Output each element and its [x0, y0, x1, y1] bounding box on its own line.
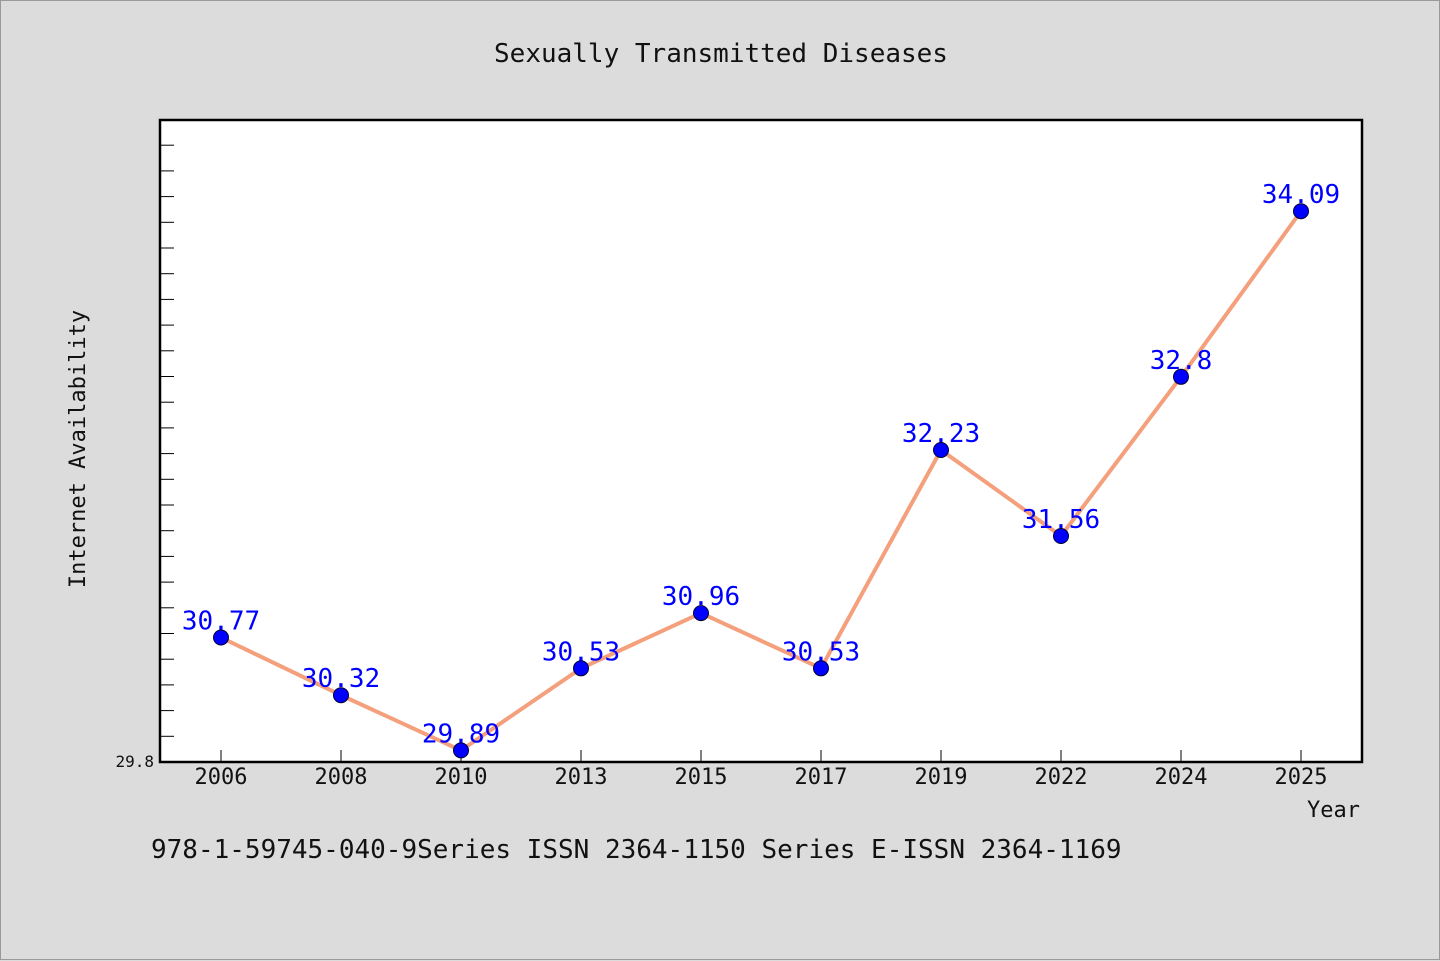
- data-point: [1293, 203, 1309, 220]
- data-label: 32.8: [1150, 346, 1213, 376]
- x-axis-ticks: 2006 2008 2010 2013 2015 2017 2019 2022 2024 2025: [195, 750, 1328, 790]
- plot-area: [158, 118, 1364, 764]
- data-point: [1053, 528, 1069, 544]
- data-point: [1173, 368, 1189, 385]
- x-tick-label: 2008: [315, 765, 368, 790]
- y-axis-min-label: 29.8: [115, 752, 154, 771]
- chart-title: Sexually Transmitted Diseases: [494, 39, 948, 69]
- data-label: 30.32: [302, 664, 380, 694]
- data-labels: 30.77 30.32 29.89 30.53 30.96 30.53 32.23 31.56…: [182, 180, 1340, 749]
- data-label: 30.53: [542, 637, 620, 667]
- data-point: [573, 660, 589, 677]
- x-tick-label: 2024: [1155, 765, 1208, 790]
- data-label: 30.53: [782, 637, 860, 667]
- data-point: [813, 660, 829, 677]
- series-layer: [213, 203, 1309, 759]
- x-tick-label: 2022: [1035, 765, 1088, 790]
- x-axis-label: Year: [1307, 798, 1360, 823]
- y-axis-label: Internet Availability: [66, 310, 91, 588]
- data-point: [933, 442, 949, 458]
- series-line: [220, 210, 1303, 753]
- data-label: 29.89: [422, 719, 500, 749]
- footer-text: 978-1-59745-040-9Series ISSN 2364-1150 S…: [151, 835, 1122, 865]
- data-point: [333, 687, 349, 704]
- data-point: [693, 605, 709, 622]
- data-point: [453, 742, 469, 759]
- x-tick-label: 2006: [195, 765, 248, 790]
- x-tick-label: 2025: [1275, 765, 1328, 790]
- x-tick-label: 2015: [675, 765, 728, 790]
- x-tick-label: 2010: [435, 765, 488, 790]
- data-label: 30.77: [182, 607, 260, 637]
- y-axis-ticks: [160, 144, 174, 737]
- data-label: 34.09: [1262, 180, 1340, 210]
- data-point: [213, 629, 229, 646]
- x-tick-label: 2017: [795, 765, 848, 790]
- x-tick-label: 2019: [915, 765, 968, 790]
- data-label: 31.56: [1022, 505, 1100, 535]
- data-label: 30.96: [662, 582, 740, 612]
- data-label: 32.23: [902, 419, 980, 449]
- x-tick-label: 2013: [555, 765, 608, 790]
